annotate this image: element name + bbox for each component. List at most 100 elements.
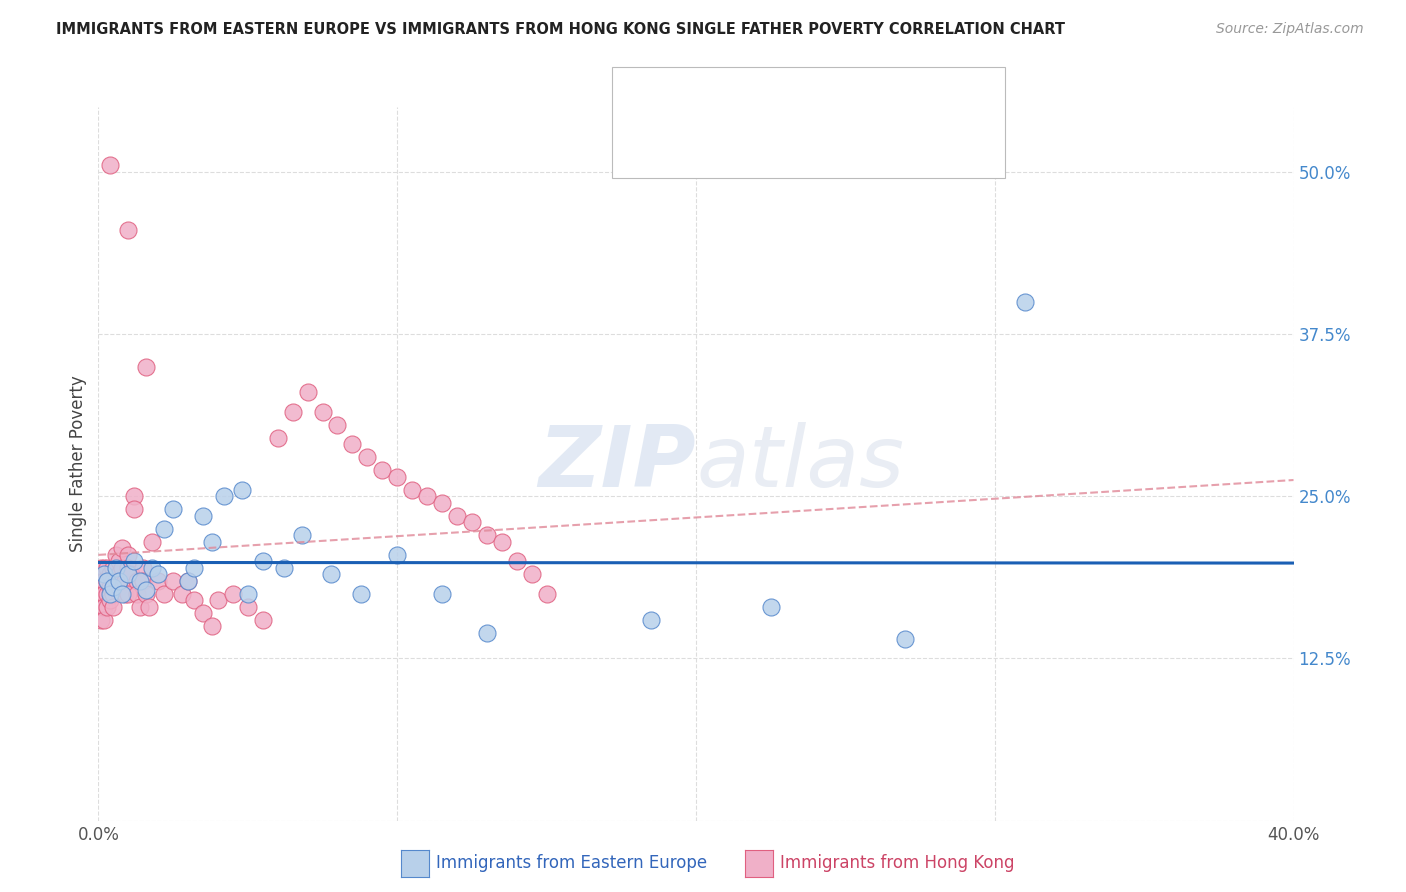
Point <box>141 560 163 574</box>
Point <box>506 554 529 568</box>
Point <box>236 599 259 614</box>
Point <box>96 574 118 588</box>
Point <box>297 385 319 400</box>
Text: R = -0.002   N = 34: R = -0.002 N = 34 <box>665 87 865 105</box>
Point <box>108 554 131 568</box>
Point <box>371 463 394 477</box>
Point <box>117 223 139 237</box>
Point <box>141 534 163 549</box>
Text: Immigrants from Eastern Europe: Immigrants from Eastern Europe <box>436 855 707 872</box>
Point <box>236 586 259 600</box>
Point <box>212 489 235 503</box>
Point <box>108 567 131 582</box>
Point <box>162 574 184 588</box>
Point <box>172 586 194 600</box>
Point <box>536 586 558 600</box>
Text: IMMIGRANTS FROM EASTERN EUROPE VS IMMIGRANTS FROM HONG KONG SINGLE FATHER POVERT: IMMIGRANTS FROM EASTERN EUROPE VS IMMIGR… <box>56 22 1066 37</box>
Point <box>117 560 139 574</box>
Point <box>153 586 176 600</box>
Point <box>98 580 122 594</box>
Point <box>93 613 115 627</box>
Point <box>98 567 122 582</box>
Point <box>183 593 205 607</box>
Point <box>153 522 176 536</box>
Point <box>385 470 409 484</box>
Point <box>281 405 304 419</box>
Point <box>475 625 498 640</box>
Point <box>120 567 142 582</box>
Y-axis label: Single Father Poverty: Single Father Poverty <box>69 376 87 552</box>
Text: Source: ZipAtlas.com: Source: ZipAtlas.com <box>1216 22 1364 37</box>
Point <box>117 567 139 582</box>
Point <box>326 417 349 432</box>
Point <box>273 560 295 574</box>
Point <box>90 613 112 627</box>
Point <box>138 599 160 614</box>
Point <box>162 502 184 516</box>
Point <box>108 574 131 588</box>
Point <box>191 606 214 620</box>
Point <box>446 508 468 523</box>
Point <box>461 515 484 529</box>
Point <box>252 554 274 568</box>
Point <box>183 560 205 574</box>
Point <box>103 574 125 588</box>
Point <box>475 528 498 542</box>
Point <box>103 599 125 614</box>
Point <box>222 586 245 600</box>
Point <box>108 580 131 594</box>
Point <box>114 574 136 588</box>
Point <box>114 586 136 600</box>
Point <box>98 593 122 607</box>
Point <box>111 541 134 556</box>
Point <box>311 405 333 419</box>
Point <box>90 560 112 574</box>
Point <box>520 567 543 582</box>
Text: ZIP: ZIP <box>538 422 696 506</box>
Point <box>135 359 157 374</box>
Point <box>103 580 125 594</box>
Point <box>135 586 157 600</box>
Point <box>90 574 112 588</box>
Point <box>90 580 112 594</box>
Point <box>267 431 290 445</box>
Point <box>117 586 139 600</box>
Point <box>96 586 118 600</box>
Point <box>177 574 200 588</box>
Point <box>132 574 155 588</box>
Point <box>231 483 253 497</box>
Point <box>290 528 312 542</box>
Point <box>129 574 152 588</box>
Point <box>148 567 170 582</box>
Point <box>350 586 373 600</box>
Point <box>401 483 423 497</box>
Point <box>93 574 115 588</box>
Point <box>191 508 214 523</box>
Point <box>430 496 453 510</box>
Point <box>342 437 364 451</box>
Point <box>111 586 134 600</box>
Text: Immigrants from Hong Kong: Immigrants from Hong Kong <box>780 855 1015 872</box>
Point <box>894 632 917 646</box>
Point <box>105 560 128 574</box>
Point <box>93 567 115 582</box>
Point <box>111 560 134 574</box>
Point <box>98 586 122 600</box>
Point <box>640 613 662 627</box>
Point <box>124 502 146 516</box>
Point <box>96 599 118 614</box>
Point <box>105 548 128 562</box>
Point <box>321 567 343 582</box>
Point <box>90 586 112 600</box>
Point <box>93 586 115 600</box>
Point <box>132 560 155 574</box>
Point <box>93 599 115 614</box>
Point <box>759 599 782 614</box>
Point <box>252 613 274 627</box>
Point <box>90 599 112 614</box>
Point <box>356 450 378 465</box>
Point <box>117 548 139 562</box>
Point <box>148 574 170 588</box>
Point <box>201 619 224 633</box>
Point <box>98 158 122 172</box>
